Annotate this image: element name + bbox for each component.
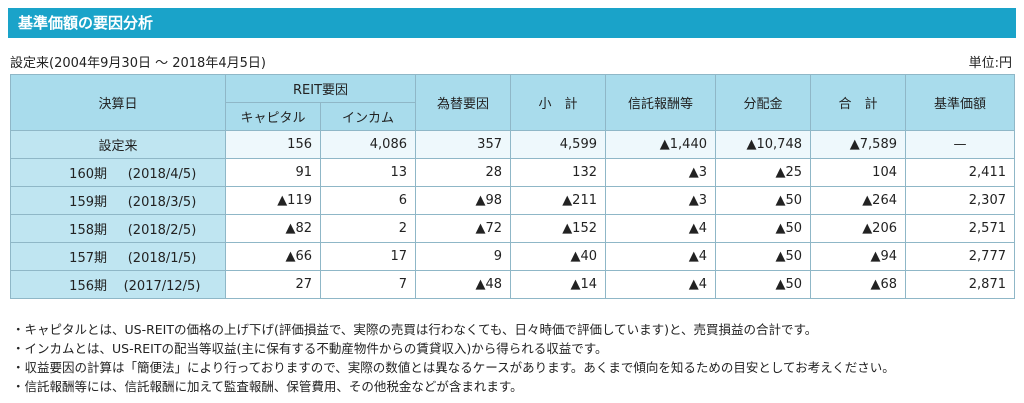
cell-subtotal: ▲14 [510,270,606,299]
footnotes: ・キャピタルとは、US-REITの価格の上げ下げ(評価損益で、実際の売買は行わな… [12,320,895,396]
row-period: 159期 [69,195,107,210]
row-period: 158期 [69,223,107,238]
cell-distribution: ▲50 [715,270,811,299]
cell-capital: 156 [225,130,321,159]
row-date: (2018/4/5) [127,167,197,182]
row-label: 設定来 [10,130,226,159]
footnote: ・収益要因の計算は「簡便法」により行っておりますので、実際の数値とは異なるケース… [12,360,895,375]
cell-distribution: ▲25 [715,158,811,187]
cell-distribution: ▲10,748 [715,130,811,159]
row-label: 159期 (2018/3/5) [10,186,226,215]
header-income: インカム [320,102,416,131]
header-total: 合 計 [810,74,906,131]
cell-fx: ▲98 [415,186,511,215]
cell-total: ▲7,589 [810,130,906,159]
cell-capital: 91 [225,158,321,187]
table-row-since-inception: 設定来 156 4,086 357 4,599 ▲1,440 ▲10,748 ▲… [10,130,1015,159]
cell-capital: ▲66 [225,242,321,271]
row-date: (2018/3/5) [127,195,197,210]
table-row: 160期 (2018/4/5) 91 13 28 132 ▲3 ▲25 104 2… [10,158,1015,187]
cell-capital: 27 [225,270,321,299]
cell-subtotal: ▲152 [510,214,606,243]
cell-distribution: ▲50 [715,242,811,271]
unit-label: 単位:円 [968,56,1012,71]
row-period: 157期 [69,251,107,266]
cell-nav: 2,871 [905,270,1015,299]
row-date: (2018/1/5) [127,251,197,266]
cell-subtotal: ▲40 [510,242,606,271]
page-title: 基準価額の要因分析 [8,8,1016,38]
row-label: 156期 (2017/12/5) [10,270,226,299]
header-capital: キャピタル [225,102,321,131]
cell-nav: 2,411 [905,158,1015,187]
header-nav: 基準価額 [905,74,1015,131]
table-row: 158期 (2018/2/5) ▲82 2 ▲72 ▲152 ▲4 ▲50 ▲20… [10,214,1015,243]
cell-subtotal: 132 [510,158,606,187]
footnote: ・信託報酬等には、信託報酬に加えて監査報酬、保管費用、その他税金などが含まれます… [12,379,523,394]
row-label: 160期 (2018/4/5) [10,158,226,187]
cell-total: ▲68 [810,270,906,299]
cell-total: ▲206 [810,214,906,243]
header-distribution: 分配金 [715,74,811,131]
footnote: ・キャピタルとは、US-REITの価格の上げ下げ(評価損益で、実際の売買は行わな… [12,322,818,337]
table-row: 157期 (2018/1/5) ▲66 17 9 ▲40 ▲4 ▲50 ▲94 2… [10,242,1015,271]
cell-capital: ▲82 [225,214,321,243]
cell-income: 17 [320,242,416,271]
cell-income: 7 [320,270,416,299]
cell-income: 13 [320,158,416,187]
period-label: 設定来(2004年9月30日 〜 2018年4月5日) [10,56,266,71]
cell-nav: 2,777 [905,242,1015,271]
row-date: (2018/2/5) [127,223,197,238]
cell-total: ▲264 [810,186,906,215]
cell-fx: 357 [415,130,511,159]
table-row: 159期 (2018/3/5) ▲119 6 ▲98 ▲211 ▲3 ▲50 ▲2… [10,186,1015,215]
header-reit-group: REIT要因 [225,74,416,103]
row-label: 157期 (2018/1/5) [10,242,226,271]
factor-analysis-table: 決算日 REIT要因 為替要因 小 計 信託報酬等 分配金 合 計 基準価額 キ… [10,74,1015,299]
cell-fx: 28 [415,158,511,187]
row-date: (2017/12/5) [123,279,201,294]
cell-fx: ▲48 [415,270,511,299]
cell-total: 104 [810,158,906,187]
cell-distribution: ▲50 [715,186,811,215]
row-label: 158期 (2018/2/5) [10,214,226,243]
cell-nav: — [905,130,1015,159]
cell-nav: 2,571 [905,214,1015,243]
row-period: 156期 [69,279,107,294]
row-period: 160期 [69,167,107,182]
cell-fx: ▲72 [415,214,511,243]
cell-income: 4,086 [320,130,416,159]
footnote: ・インカムとは、US-REITの配当等収益(主に保有する不動産物件からの賃貸収入… [12,341,608,356]
cell-fx: 9 [415,242,511,271]
cell-capital: ▲119 [225,186,321,215]
cell-trust-fee: ▲3 [605,186,716,215]
cell-nav: 2,307 [905,186,1015,215]
cell-subtotal: ▲211 [510,186,606,215]
cell-subtotal: 4,599 [510,130,606,159]
header-subtotal: 小 計 [510,74,606,131]
table-row: 156期 (2017/12/5) 27 7 ▲48 ▲14 ▲4 ▲50 ▲68 … [10,270,1015,299]
cell-trust-fee: ▲1,440 [605,130,716,159]
cell-income: 6 [320,186,416,215]
cell-income: 2 [320,214,416,243]
cell-trust-fee: ▲4 [605,270,716,299]
header-fx: 為替要因 [415,74,511,131]
cell-total: ▲94 [810,242,906,271]
header-settlement: 決算日 [10,74,226,131]
cell-distribution: ▲50 [715,214,811,243]
cell-trust-fee: ▲4 [605,242,716,271]
cell-trust-fee: ▲4 [605,214,716,243]
header-trust-fee: 信託報酬等 [605,74,716,131]
cell-trust-fee: ▲3 [605,158,716,187]
